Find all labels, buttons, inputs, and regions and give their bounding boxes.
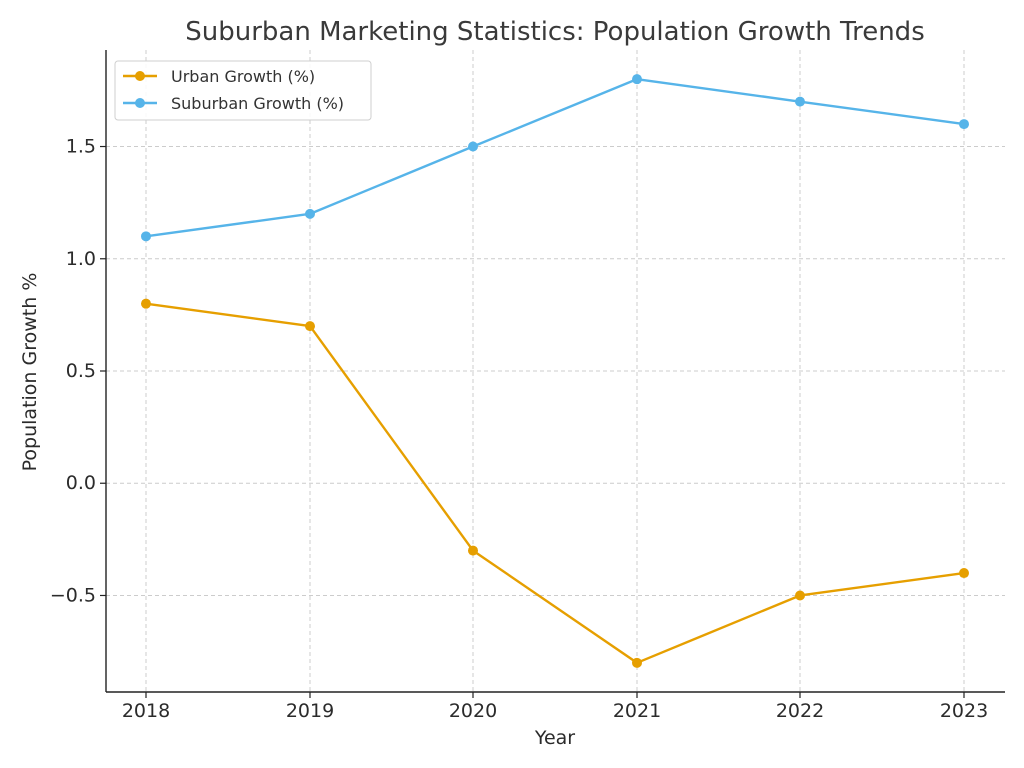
suburban-data-point — [141, 231, 151, 242]
chart-title: Suburban Marketing Statistics: Populatio… — [185, 17, 925, 47]
axes: 2018 2019 2020 2021 2022 2023 −0.5 0.0 0.5 1.0 1.5 — [50, 50, 1005, 722]
y-tick-label: 0.5 — [66, 360, 96, 382]
y-tick-label: 1.5 — [66, 136, 96, 158]
series-layer — [141, 74, 969, 668]
suburban-data-point — [632, 74, 642, 85]
suburban-data-point — [305, 208, 315, 219]
x-tick-label: 2019 — [286, 700, 334, 722]
urban-series-line — [145, 302, 965, 665]
urban-legend-marker — [135, 71, 145, 81]
legend-box — [114, 60, 372, 121]
urban-data-point — [305, 321, 315, 332]
x-axis-label: Year — [534, 727, 575, 749]
x-tick-label: 2022 — [776, 700, 824, 722]
x-tick-label: 2021 — [613, 700, 661, 722]
urban-data-point — [141, 298, 151, 309]
urban-data-point — [468, 545, 478, 556]
legend: Urban Growth (%) Suburban Growth (%) — [114, 60, 372, 121]
y-tick-label: −0.5 — [50, 584, 96, 606]
suburban-data-point — [795, 96, 805, 107]
x-tick-label: 2018 — [122, 700, 170, 722]
urban-data-point — [632, 657, 642, 668]
suburban-legend-label: Suburban Growth (%) — [171, 94, 344, 113]
grid — [106, 50, 1005, 692]
suburban-data-point — [468, 141, 478, 152]
suburban-legend-marker — [135, 98, 145, 108]
x-tick-label: 2020 — [449, 700, 497, 722]
urban-data-point — [795, 590, 805, 601]
x-tick-label: 2023 — [940, 700, 988, 722]
y-tick-label: 0.0 — [66, 472, 96, 494]
urban-legend-label: Urban Growth (%) — [171, 67, 315, 86]
y-tick-label: 1.0 — [66, 248, 96, 270]
urban-data-point — [959, 568, 969, 579]
suburban-data-point — [959, 119, 969, 130]
y-axis-label: Population Growth % — [19, 273, 41, 472]
suburban-series-line — [145, 77, 965, 238]
